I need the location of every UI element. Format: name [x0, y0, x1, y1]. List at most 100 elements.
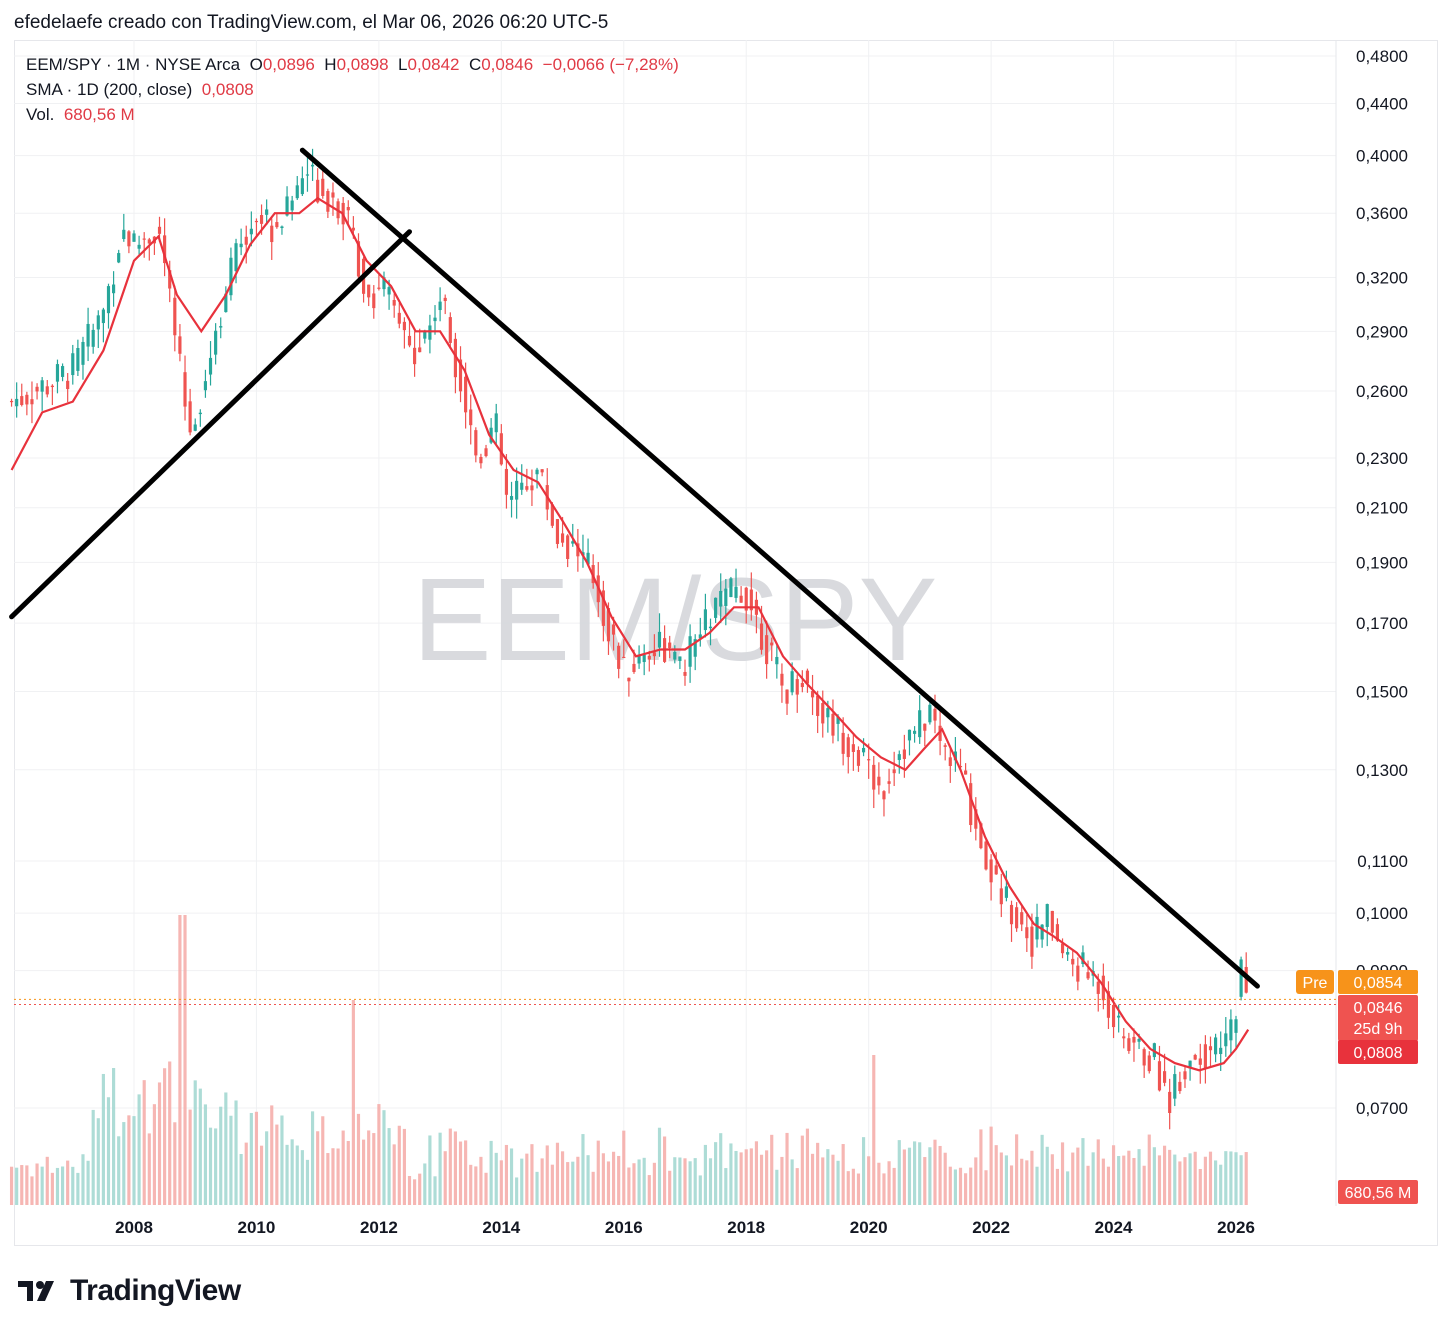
volume-bar — [331, 1148, 335, 1205]
volume-bar — [530, 1144, 534, 1205]
candle-body — [652, 652, 656, 657]
volume-bar — [1178, 1161, 1182, 1205]
volume-bar — [708, 1158, 713, 1205]
y-tick-label: 0,1500 — [1356, 683, 1408, 702]
candle-body — [229, 257, 233, 296]
candle-body — [1004, 886, 1008, 898]
volume-bar — [652, 1162, 656, 1205]
candle-body — [219, 326, 223, 328]
volume-bar — [1055, 1168, 1060, 1205]
volume-bar — [974, 1157, 978, 1205]
pre-value-badge: 0,0854 — [1338, 970, 1418, 994]
volume-bars — [9, 915, 1248, 1205]
candle-body — [1050, 910, 1054, 933]
candle-body — [913, 730, 917, 734]
volume-bar — [1020, 1158, 1024, 1205]
volume-bar — [356, 1113, 361, 1205]
sma-line — [10, 196, 1250, 1072]
volume-bar — [999, 1152, 1003, 1205]
candle-body — [188, 401, 192, 433]
legend-sma-label[interactable]: SMA · 1D (200, close) — [26, 80, 193, 99]
volume-bar — [928, 1147, 932, 1205]
candle-body — [1157, 1061, 1162, 1091]
volume-bar — [86, 1160, 90, 1205]
volume-bar — [566, 1162, 570, 1205]
volume-bar — [1234, 1152, 1238, 1205]
candle-body — [617, 645, 621, 669]
candle-body — [770, 642, 774, 646]
candle-body — [331, 192, 335, 198]
candle-body — [326, 191, 330, 212]
x-tick-label: 2022 — [972, 1218, 1010, 1237]
legend-symbol[interactable]: EEM/SPY · 1M · NYSE Arca — [26, 55, 241, 74]
volume-bar — [183, 915, 187, 1205]
volume-bar — [657, 1127, 662, 1205]
candle-body — [249, 228, 253, 235]
price-axis: 0,4800 0,4400 0,4000 0,3600 0,3200 0,2900 0,26… — [1356, 47, 1408, 1118]
candle-body — [1142, 1049, 1146, 1066]
volume-bar — [749, 1148, 753, 1205]
candle-body — [734, 586, 738, 598]
volume-bar — [790, 1159, 794, 1205]
volume-bar — [20, 1165, 24, 1205]
candle-body — [305, 174, 310, 176]
candle-body — [673, 651, 677, 660]
candle-body — [647, 655, 651, 660]
y-tick-label: 0,1100 — [1357, 852, 1408, 871]
volume-bar — [1244, 1152, 1248, 1205]
candle-body — [688, 636, 692, 667]
tradingview-logo[interactable]: TradingView — [18, 1274, 241, 1308]
candle-body — [1111, 1004, 1116, 1028]
volume-bar — [351, 1000, 355, 1205]
volume-bar — [122, 1122, 126, 1205]
candle-body — [168, 270, 172, 289]
candle-body — [1137, 1038, 1141, 1042]
chart-frame[interactable] — [14, 40, 1438, 1246]
volume-bar — [780, 1156, 784, 1205]
y-tick-label: 0,4000 — [1356, 147, 1408, 166]
watermark: EEM/SPY — [413, 554, 938, 686]
volume-bar — [423, 1163, 427, 1205]
legend-volume-label[interactable]: Vol. — [26, 105, 55, 124]
pre-badge: Pre — [1296, 970, 1334, 994]
volume-bar — [285, 1144, 289, 1205]
trendline[interactable] — [9, 229, 412, 620]
candle-body — [1060, 943, 1065, 954]
volume-bar — [627, 1167, 631, 1205]
legend-high-label: H — [324, 55, 337, 74]
candle-body — [724, 588, 728, 606]
volume-bar — [101, 1073, 105, 1205]
volume-badge: 680,56 M — [1338, 1180, 1418, 1204]
volume-bar — [203, 1104, 208, 1205]
candle-body — [530, 485, 534, 491]
volume-bar — [1076, 1147, 1080, 1205]
candle-body — [71, 353, 75, 376]
candle-body — [367, 284, 371, 298]
volume-bar — [606, 1161, 611, 1205]
candle-body — [611, 624, 616, 635]
volume-bar — [55, 1167, 60, 1205]
volume-bar — [310, 1111, 315, 1205]
volume-bar — [464, 1140, 468, 1205]
volume-bar — [1091, 1152, 1095, 1205]
y-tick-label: 0,2900 — [1356, 322, 1408, 341]
candle-body — [163, 235, 167, 264]
candle-body — [193, 424, 197, 431]
volume-bar — [734, 1150, 738, 1205]
volume-bar — [132, 1116, 136, 1205]
x-tick-label: 2014 — [482, 1218, 520, 1237]
volume-bar — [15, 1167, 19, 1205]
candle-body — [86, 323, 90, 347]
candle-body — [867, 759, 871, 761]
volume-bar — [489, 1140, 493, 1205]
volume-bar — [846, 1171, 850, 1205]
candle-body — [540, 469, 544, 473]
candle-body — [208, 357, 213, 375]
trendline[interactable] — [299, 147, 1260, 989]
candle-body — [1147, 1055, 1151, 1072]
volume-bar — [810, 1153, 815, 1205]
candle-body — [1030, 926, 1034, 957]
volume-bar — [1127, 1150, 1131, 1205]
volume-bar — [897, 1140, 901, 1205]
